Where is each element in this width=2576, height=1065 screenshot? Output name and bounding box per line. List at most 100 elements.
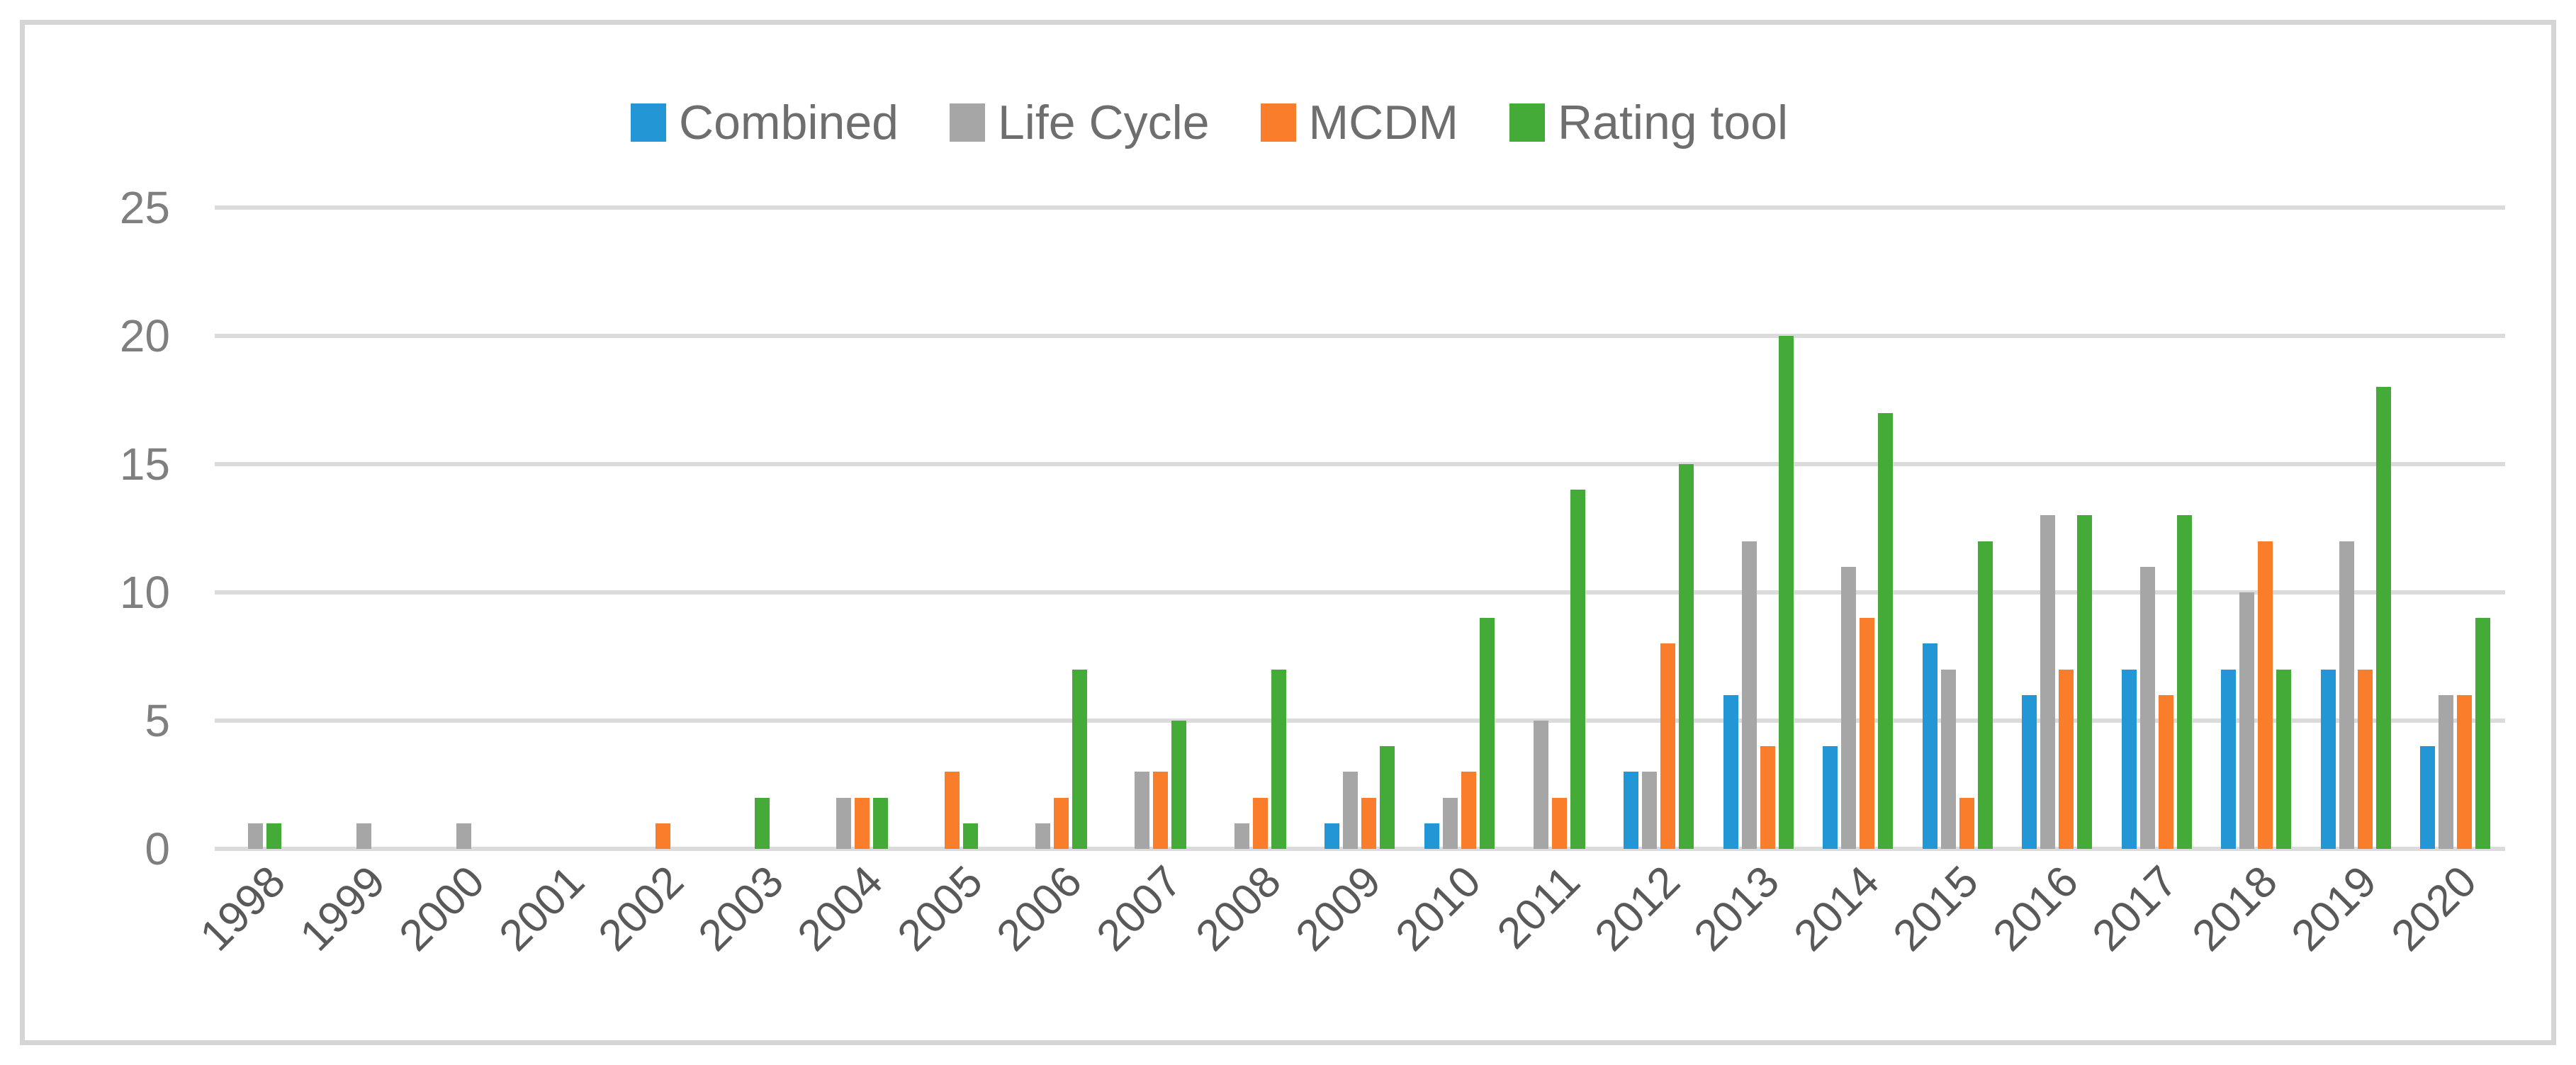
bar-2007-rating-tool xyxy=(1171,721,1187,849)
bar-2017-combined xyxy=(2121,669,2137,849)
bar-2000-life-cycle xyxy=(456,823,471,849)
bar-group-2012 xyxy=(1609,208,1709,849)
bar-group-2020 xyxy=(2405,208,2505,849)
bar-group-2006 xyxy=(1011,208,1111,849)
bar-1998-rating-tool xyxy=(266,823,281,849)
bar-group-2019 xyxy=(2306,208,2406,849)
bar-2006-rating-tool xyxy=(1072,669,1087,849)
bar-2013-life-cycle xyxy=(1741,541,1757,849)
y-tick-label-0: 0 xyxy=(145,823,170,874)
bar-group-2014 xyxy=(1808,208,1908,849)
bar-2018-life-cycle xyxy=(2239,592,2255,849)
bar-2009-rating-tool xyxy=(1380,746,1395,849)
bar-1998-life-cycle xyxy=(247,823,263,849)
legend-label-rating-tool: Rating tool xyxy=(1558,96,1789,150)
x-axis-labels: 1998 1999 2000 2001 2002 2003 2004 2005 2006 2007… xyxy=(25,25,2551,1040)
bar-2003-rating-tool xyxy=(755,797,770,849)
bar-2015-combined xyxy=(1922,643,1937,849)
y-tick-label-15: 15 xyxy=(119,439,170,490)
bar-2009-mcdm xyxy=(1361,797,1377,849)
bar-group-2009 xyxy=(1310,208,1410,849)
plot-area xyxy=(215,205,2505,851)
legend-label-mcdm: MCDM xyxy=(1308,96,1459,150)
bar-2008-life-cycle xyxy=(1234,823,1249,849)
bar-group-2010 xyxy=(1410,208,1509,849)
gridline-25 xyxy=(215,205,2505,210)
bar-2008-mcdm xyxy=(1252,797,1268,849)
bar-group-2011 xyxy=(1509,208,1609,849)
bar-2017-rating-tool xyxy=(2176,515,2192,849)
bar-group-2008 xyxy=(1210,208,1310,849)
legend-item-mcdm: MCDM xyxy=(1260,96,1459,150)
bar-2012-mcdm xyxy=(1660,643,1676,849)
bar-group-2003 xyxy=(713,208,813,849)
bar-2010-life-cycle xyxy=(1443,797,1458,849)
bar-2013-rating-tool xyxy=(1778,336,1794,849)
bar-2014-mcdm xyxy=(1860,618,1875,849)
bar-2009-life-cycle xyxy=(1343,772,1359,849)
bar-2012-combined xyxy=(1624,772,1639,849)
bar-2020-combined xyxy=(2420,746,2436,849)
bar-group-2000 xyxy=(414,208,514,849)
figure-border: Combined Life Cycle MCDM Rating tool 0 5 10 15… xyxy=(20,20,2556,1045)
bar-group-1999 xyxy=(315,208,415,849)
bar-2007-mcdm xyxy=(1153,772,1169,849)
bar-group-2015 xyxy=(1908,208,2008,849)
bar-2016-mcdm xyxy=(2059,669,2074,849)
legend-marker-life-cycle xyxy=(949,103,985,142)
bar-2014-combined xyxy=(1823,746,1838,849)
x-axis-line xyxy=(215,847,2505,851)
gridline-10 xyxy=(215,590,2505,595)
gridline-20 xyxy=(215,334,2505,338)
bar-group-2002 xyxy=(613,208,713,849)
y-tick-label-5: 5 xyxy=(145,695,170,746)
bar-2005-mcdm xyxy=(945,772,960,849)
y-tick-label-25: 25 xyxy=(119,182,170,233)
legend-marker-combined xyxy=(631,103,666,142)
legend-marker-rating-tool xyxy=(1509,103,1546,142)
bar-2006-life-cycle xyxy=(1035,823,1050,849)
bar-group-2018 xyxy=(2206,208,2306,849)
bar-2015-life-cycle xyxy=(1940,669,1956,849)
bar-2005-rating-tool xyxy=(963,823,979,849)
bar-2006-mcdm xyxy=(1053,797,1069,849)
bar-2018-combined xyxy=(2221,669,2237,849)
bar-2010-combined xyxy=(1424,823,1439,849)
bar-2019-combined xyxy=(2320,669,2336,849)
bar-2013-combined xyxy=(1723,694,1738,849)
legend-marker-mcdm xyxy=(1260,103,1296,142)
bar-2015-rating-tool xyxy=(1977,541,1993,849)
bars-layer xyxy=(215,208,2505,849)
bar-2014-rating-tool xyxy=(1878,412,1894,849)
y-axis-labels: 0 5 10 15 20 25 xyxy=(25,182,170,874)
bar-2016-combined xyxy=(2022,694,2037,849)
bar-2019-life-cycle xyxy=(2339,541,2354,849)
bar-group-2017 xyxy=(2107,208,2207,849)
bar-2017-mcdm xyxy=(2158,694,2173,849)
legend: Combined Life Cycle MCDM Rating tool xyxy=(631,98,1788,147)
gridline-15 xyxy=(215,462,2505,466)
legend-item-rating-tool: Rating tool xyxy=(1509,98,1788,147)
bar-2013-mcdm xyxy=(1760,746,1775,849)
y-tick-label-20: 20 xyxy=(119,310,170,361)
bar-2020-rating-tool xyxy=(2475,618,2491,849)
bar-2016-life-cycle xyxy=(2040,515,2056,849)
legend-label-combined: Combined xyxy=(679,96,899,150)
bar-2018-rating-tool xyxy=(2276,669,2292,849)
bar-2011-life-cycle xyxy=(1533,721,1548,849)
bar-2020-mcdm xyxy=(2457,694,2473,849)
bar-2012-life-cycle xyxy=(1642,772,1658,849)
bar-2004-life-cycle xyxy=(836,797,851,849)
bar-2012-rating-tool xyxy=(1679,464,1694,849)
bar-2018-mcdm xyxy=(2258,541,2273,849)
bar-2011-mcdm xyxy=(1551,797,1567,849)
bar-2019-rating-tool xyxy=(2375,387,2391,849)
bar-2010-mcdm xyxy=(1461,772,1476,849)
bar-group-2013 xyxy=(1709,208,1809,849)
bar-group-2007 xyxy=(1111,208,1211,849)
legend-label-life-cycle: Life Cycle xyxy=(997,96,1210,150)
bar-2011-rating-tool xyxy=(1570,490,1585,849)
y-tick-label-10: 10 xyxy=(119,567,170,618)
bar-2007-life-cycle xyxy=(1135,772,1150,849)
